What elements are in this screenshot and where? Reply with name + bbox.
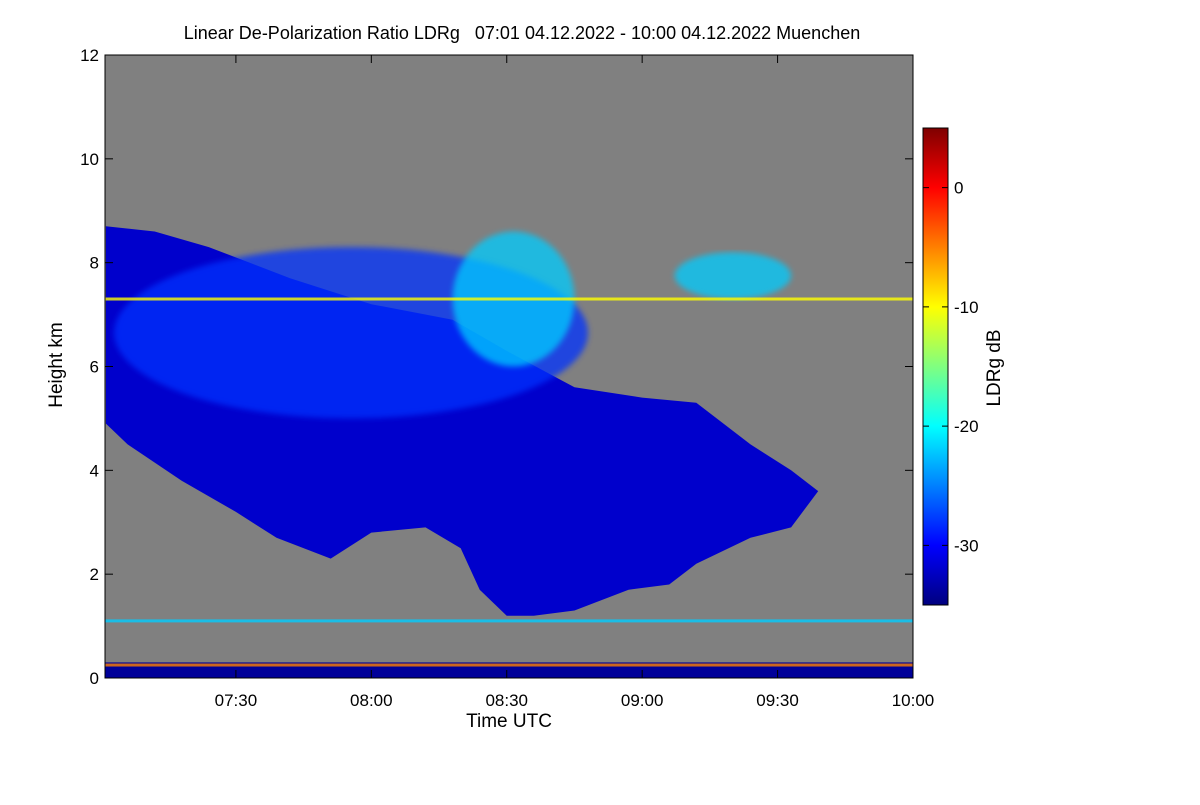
x-tick-label: 08:30 [485, 691, 528, 710]
feature-upper-ice-cloud [674, 252, 792, 300]
y-tick-label: 10 [80, 150, 99, 169]
feature-artifact-line-1-1-km [105, 619, 913, 623]
colorbar [922, 127, 949, 606]
y-tick-label: 8 [90, 254, 99, 273]
x-tick-label: 07:30 [215, 691, 258, 710]
colorbar-tick-label: -10 [954, 298, 979, 317]
y-tick-label: 4 [90, 461, 99, 480]
chart-title: Linear De-Polarization Ratio LDRg 07:01 … [184, 23, 860, 43]
x-tick-label: 10:00 [892, 691, 935, 710]
colorbar-tick-label: 0 [954, 179, 963, 198]
x-axis-label: Time UTC [466, 711, 552, 732]
y-tick-label: 12 [80, 46, 99, 65]
x-tick-label: 09:30 [756, 691, 799, 710]
y-tick-label: 0 [90, 669, 99, 688]
plot-features [105, 226, 913, 678]
feature-artifact-line-7-3-km [105, 297, 913, 301]
y-axis-label: Height km [46, 322, 67, 408]
y-axis: 0 2 4 6 8 10 12 [80, 46, 913, 688]
x-tick-label: 09:00 [621, 691, 664, 710]
colorbar-label: LDRg dB [984, 329, 1005, 406]
colorbar-tick-label: -20 [954, 417, 979, 436]
y-tick-label: 2 [90, 565, 99, 584]
colorbar-ticks: 0 -10 -20 -30 [923, 179, 979, 555]
x-tick-label: 08:00 [350, 691, 393, 710]
feature-artifact-line-0-25-km [105, 663, 913, 667]
y-tick-label: 6 [90, 358, 99, 377]
colorbar-tick-label: -30 [954, 536, 979, 555]
x-axis: 07:30 08:00 08:30 09:00 09:30 10:00 [215, 55, 935, 710]
